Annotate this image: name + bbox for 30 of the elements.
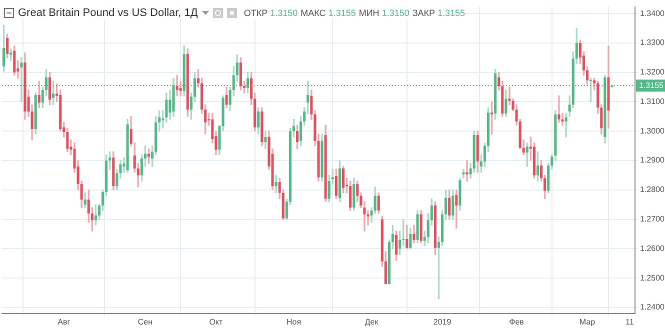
y-tick-label: 1.2400 [640,302,665,312]
y-tick-label: 1.3000 [640,126,665,136]
x-tick-label: Ноя [286,317,302,326]
x-tick-label: 11 [626,317,634,326]
y-tick-label: 1.2500 [640,273,665,282]
x-tick-label: Дек [364,317,379,326]
annotation: ЗАКР 1.3155 [412,8,466,18]
annotation: МАКС 1.3155 [300,8,356,18]
annotation: ОТКР 1.3150 [244,8,298,18]
x-tick-label: Фев [509,317,524,326]
annotation: МИН 1.3150 [358,8,410,18]
candlestick [176,74,178,96]
candlestick [466,160,468,182]
x-tick-label: Мар [579,317,596,326]
y-tick-label: 1.3200 [640,68,665,77]
y-tick-label: 1.2600 [640,244,665,253]
y-tick-label: 1.2900 [640,156,665,165]
y-tick-label: 1.2700 [640,214,665,224]
y-tick-label: 1.3300 [640,38,665,48]
ref-line-label: 1.3155 [639,80,664,90]
y-tick-label: 1.3100 [640,96,665,106]
y-tick-label: 1.2800 [640,185,665,194]
x-tick-label: Сен [138,317,153,326]
candlestick [558,96,560,123]
x-tick-label: 2019 [433,317,452,326]
y-tick-label: 1.3400 [640,8,665,18]
candlestick [274,174,278,194]
x-tick-label: Окт [209,317,224,326]
x-tick-label: Авг [58,317,70,326]
chart-title: Great Britain Pound vs US Dollar, 1Д [18,7,198,19]
